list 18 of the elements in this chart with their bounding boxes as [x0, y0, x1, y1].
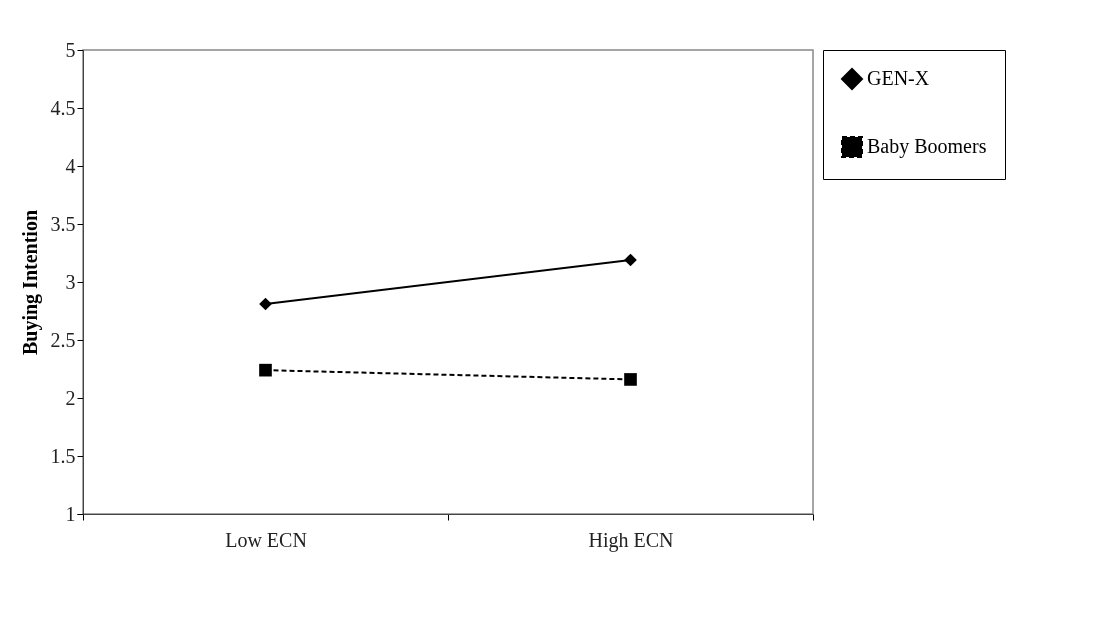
point [624, 373, 637, 386]
y-tick-label: 3.5 [50, 212, 76, 235]
y-axis-title: Buying Intention [18, 209, 42, 356]
y-tick-label: 4.5 [50, 96, 76, 119]
y-tick-label: 1.5 [50, 444, 76, 467]
point [259, 363, 272, 377]
y-tick-label: 1 [65, 502, 76, 525]
y-tick-label: 5 [65, 38, 76, 61]
x-tick-label: High ECN [588, 528, 674, 552]
point [624, 253, 637, 267]
point [259, 297, 272, 311]
legend-label: Baby Boomers [867, 135, 987, 158]
legend-label: GEN-X [867, 67, 930, 89]
y-tick-label: 3 [65, 270, 76, 293]
y-tick-label: 4 [65, 154, 76, 177]
y-tick-label: 2.5 [50, 328, 76, 351]
x-tick-label: Low ECN [225, 528, 307, 551]
y-tick-label: 2 [65, 386, 76, 409]
